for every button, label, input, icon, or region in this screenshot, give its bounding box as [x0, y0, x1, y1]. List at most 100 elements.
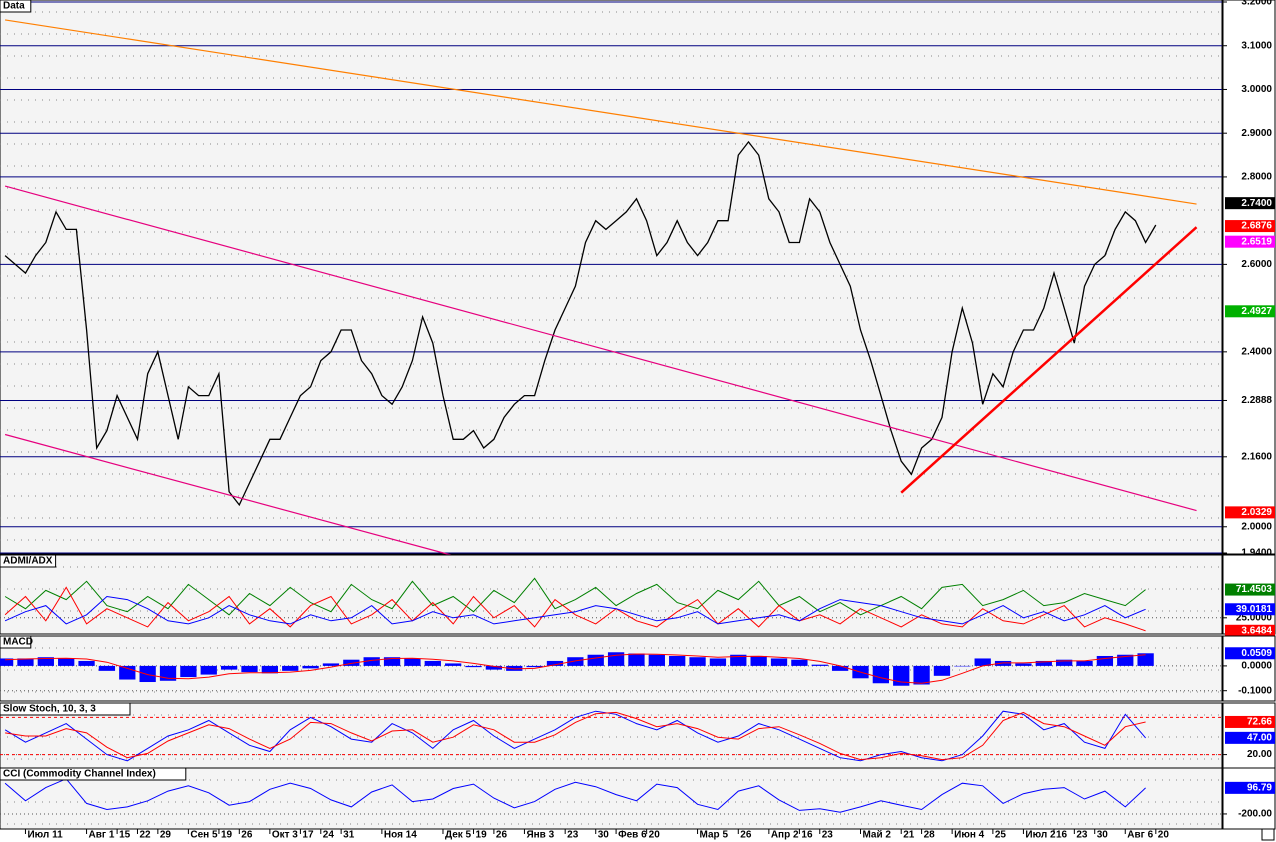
histogram-bar [302, 665, 319, 669]
indicator-line [4, 710, 1146, 762]
value-tag [1225, 731, 1275, 744]
pane-title-box [0, 767, 187, 781]
x-tick-label: Фев 6 [618, 830, 647, 841]
histogram-bar [200, 665, 217, 675]
axis-panel [1222, 0, 1276, 555]
value-tag [1225, 506, 1275, 519]
pane-title: CCI (Commodity Channel Index) [3, 769, 156, 780]
histogram-bar [974, 658, 991, 666]
x-tick-label: Июл 11 [27, 830, 63, 841]
pane-title-box [0, 0, 32, 13]
x-tick-label: 24 [323, 830, 335, 841]
value-tag-label: 2.6876 [1241, 221, 1272, 232]
value-tag-label: 3.6484 [1241, 625, 1272, 636]
histogram-bar [607, 652, 625, 666]
value-tag [1225, 647, 1275, 660]
pane-title-box [0, 635, 32, 649]
histogram-bar [37, 657, 54, 666]
histogram-bar [750, 655, 767, 666]
axis-panel [1222, 635, 1276, 702]
histogram-bar [1035, 660, 1052, 666]
value-tag-label: 0.0509 [1241, 648, 1272, 659]
value-tag-label: 39.0181 [1236, 604, 1273, 615]
histogram-bar [709, 658, 727, 666]
x-tick-label: 21 [903, 830, 915, 841]
y-tick-label: 2.9000 [1241, 128, 1272, 139]
indicator-line [4, 595, 1146, 625]
y-tick-label: 0.0000 [1241, 661, 1272, 672]
histogram-bar [689, 657, 706, 666]
trend-line [900, 226, 1198, 494]
y-tick-label: 2.6000 [1241, 259, 1272, 270]
value-tag [1225, 781, 1275, 794]
x-tick-label: 28 [924, 830, 936, 841]
x-tick-label: 23 [822, 830, 834, 841]
histogram-bar [261, 665, 279, 674]
x-tick-label: Дек 5 [445, 830, 472, 841]
y-tick-label: 20.00 [1247, 749, 1272, 760]
x-tick-label: 17 [302, 830, 314, 841]
histogram-bar [831, 665, 849, 671]
histogram-bar [78, 660, 95, 666]
histogram-bar [872, 665, 890, 684]
x-tick-label: 23 [1076, 830, 1088, 841]
histogram-bar [506, 665, 523, 671]
pane-title: MACD [3, 637, 33, 648]
value-tag-label: 2.0329 [1241, 507, 1272, 518]
histogram-bar [404, 658, 421, 666]
x-tick-label: Апр 2 [771, 830, 799, 841]
x-tick-label: Ноя 14 [384, 830, 417, 841]
value-tag [1225, 235, 1275, 248]
pane-title: ADMI/ADX [3, 556, 53, 567]
histogram-bar [1117, 654, 1134, 666]
histogram-bar [98, 665, 116, 671]
value-tag [1225, 220, 1275, 233]
histogram-bar [994, 660, 1012, 666]
histogram-bar [954, 665, 971, 667]
x-tick-label: 20 [1158, 830, 1170, 841]
x-tick-label: 30 [1097, 830, 1109, 841]
value-tag-label: 2.7400 [1241, 198, 1272, 209]
pane-title-box [0, 702, 131, 716]
histogram-bar [180, 665, 197, 678]
y-tick-label: 2.2888 [1241, 395, 1272, 406]
x-tick-label: 23 [567, 830, 579, 841]
histogram-bar [241, 665, 258, 673]
value-tag [1225, 305, 1275, 318]
y-tick-label: 3.0000 [1241, 84, 1272, 95]
histogram-bar [770, 658, 788, 666]
x-tick-label: Окт 3 [272, 830, 298, 841]
x-tick-label: Мар 5 [700, 830, 729, 841]
histogram-bar [17, 658, 34, 666]
histogram-bar [465, 665, 482, 668]
histogram-bar [1076, 660, 1093, 666]
histogram-bar [383, 657, 401, 666]
x-tick-label: Май 2 [862, 830, 891, 841]
x-tick-label: 26 [241, 830, 253, 841]
histogram-bar [0, 658, 14, 666]
value-tag [1225, 603, 1275, 616]
histogram-bar [424, 660, 441, 666]
pane [0, 0, 1223, 555]
x-tick-label: Авг 6 [1127, 830, 1153, 841]
histogram-bar [343, 659, 360, 666]
value-tag-label: 2.4927 [1241, 306, 1272, 317]
trend-line [4, 185, 1197, 512]
axis-panel [1222, 767, 1276, 830]
trend-line [5, 19, 1197, 205]
value-tag-label: 47.00 [1247, 733, 1272, 744]
value-tag-label: 72.66 [1247, 717, 1272, 728]
histogram-bar [282, 665, 299, 671]
x-tick-label: 26 [496, 830, 508, 841]
y-tick-label: 2.8000 [1241, 172, 1272, 183]
pane [0, 554, 1223, 635]
pane-title-box [0, 554, 57, 568]
value-tag [1225, 583, 1275, 596]
indicator-line [4, 586, 1146, 632]
histogram-bar [1056, 659, 1073, 666]
x-tick-label: 29 [160, 830, 172, 841]
histogram-bar [587, 654, 604, 666]
histogram-bar [913, 665, 930, 685]
x-tick-label: 31 [343, 830, 355, 841]
